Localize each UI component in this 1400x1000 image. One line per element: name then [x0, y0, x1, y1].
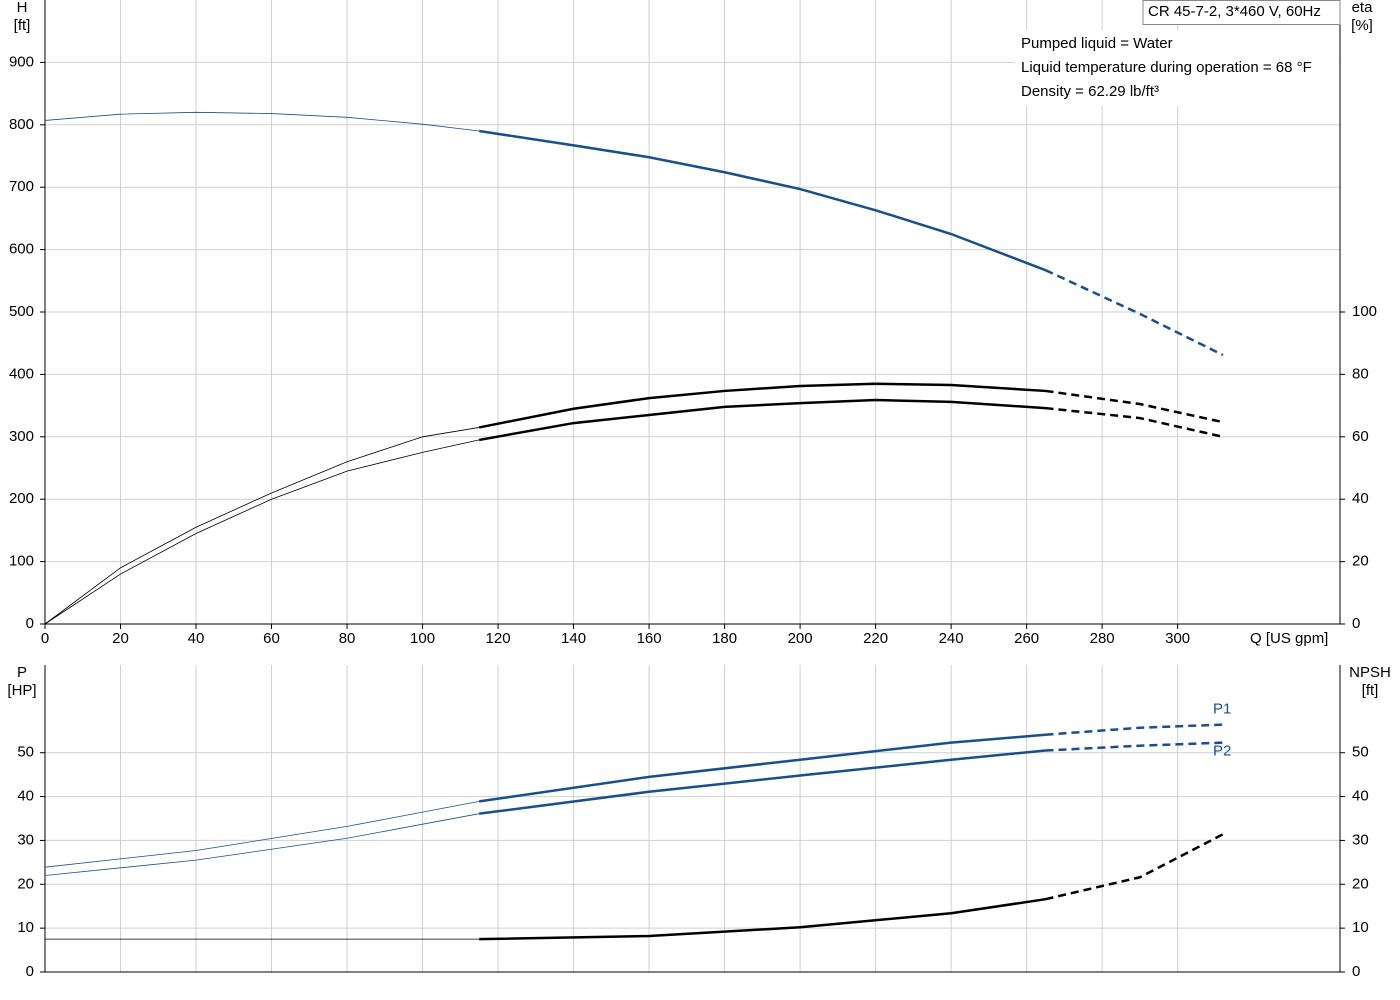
x-tick-label: 160: [637, 630, 662, 647]
curve: [44, 111, 480, 132]
x-tick-label: 0: [41, 630, 49, 647]
x-tick-label: 20: [112, 630, 129, 647]
x-tick-label: 120: [486, 630, 511, 647]
x-tick-label: 260: [1014, 630, 1039, 647]
curve: [478, 382, 1046, 429]
y-tick-label: 0: [26, 963, 34, 980]
x-tick-label: 40: [188, 630, 205, 647]
y2-tick-label: 60: [1352, 428, 1369, 445]
y-tick-label: 600: [9, 241, 34, 258]
y-tick-label: 400: [9, 365, 34, 382]
y2-tick-label: 0: [1352, 615, 1360, 632]
title-box: [1142, 0, 1341, 25]
y2-tick-label: 10: [1352, 919, 1369, 936]
x-tick-label: 280: [1090, 630, 1115, 647]
y-tick-label: 100: [9, 553, 34, 570]
y2-tick-label: 0: [1352, 963, 1360, 980]
x-tick-label: 140: [561, 630, 586, 647]
curve: [479, 749, 1046, 815]
y-tick-label: 20: [17, 875, 34, 892]
y-tick-label: 0: [26, 615, 34, 632]
y2-tick-label: 20: [1352, 875, 1369, 892]
curve: [1045, 723, 1224, 736]
curve: [44, 427, 480, 625]
x-tick-label: 100: [410, 630, 435, 647]
series-label: P2: [1213, 743, 1231, 760]
curve: [478, 398, 1046, 442]
y-tick-label: 500: [9, 303, 34, 320]
y2-axis-label: [%]: [1351, 17, 1373, 34]
y-axis-label: [ft]: [14, 17, 31, 34]
y2-axis-label: NPSH: [1349, 664, 1391, 681]
chart-title: CR 45-7-2, 3*460 V, 60Hz: [1148, 3, 1321, 20]
y-axis-label: H: [17, 0, 28, 16]
curve: [478, 129, 1046, 272]
y-axis-label: P: [17, 664, 27, 681]
x-tick-label: 300: [1165, 630, 1190, 647]
curve: [1045, 833, 1224, 901]
curve: [44, 439, 480, 625]
curve: [1045, 406, 1224, 439]
x-tick-label: 60: [263, 630, 280, 647]
y-tick-label: 30: [17, 831, 34, 848]
curve: [44, 813, 480, 876]
y2-axis-label: eta: [1352, 0, 1374, 16]
y2-tick-label: 40: [1352, 490, 1369, 507]
curve: [479, 897, 1046, 941]
annotation: Pumped liquid = Water: [1021, 35, 1173, 52]
y-tick-label: 700: [9, 178, 34, 195]
y2-tick-label: 20: [1352, 553, 1369, 570]
y2-tick-label: 40: [1352, 788, 1369, 805]
y-tick-label: 800: [9, 116, 34, 133]
y2-axis-label: [ft]: [1362, 682, 1379, 699]
y2-tick-label: 100: [1352, 303, 1377, 320]
curve: [44, 801, 480, 868]
curve: [479, 733, 1046, 803]
series-label: P1: [1213, 701, 1231, 718]
curve: [1045, 389, 1224, 424]
y-tick-label: 900: [9, 53, 34, 70]
x-tick-label: 180: [712, 630, 737, 647]
annotation: Liquid temperature during operation = 68…: [1021, 59, 1312, 76]
x-tick-label: 200: [788, 630, 813, 647]
y2-tick-label: 50: [1352, 744, 1369, 761]
y-tick-label: 50: [17, 744, 34, 761]
x-tick-label: 240: [939, 630, 964, 647]
annotation: Density = 62.29 lb/ft³: [1021, 83, 1159, 100]
y-tick-label: 300: [9, 428, 34, 445]
y-tick-label: 200: [9, 490, 34, 507]
x-tick-label: 80: [339, 630, 356, 647]
y2-tick-label: 30: [1352, 831, 1369, 848]
y2-tick-label: 80: [1352, 365, 1369, 382]
curve: [1044, 269, 1224, 357]
annotation-box: [1015, 30, 1339, 106]
y-tick-label: 10: [17, 919, 34, 936]
x-axis-label: Q [US gpm]: [1250, 630, 1328, 647]
curve: [1045, 741, 1224, 752]
y-tick-label: 40: [17, 788, 34, 805]
x-tick-label: 220: [863, 630, 888, 647]
y-axis-label: [HP]: [7, 682, 36, 699]
